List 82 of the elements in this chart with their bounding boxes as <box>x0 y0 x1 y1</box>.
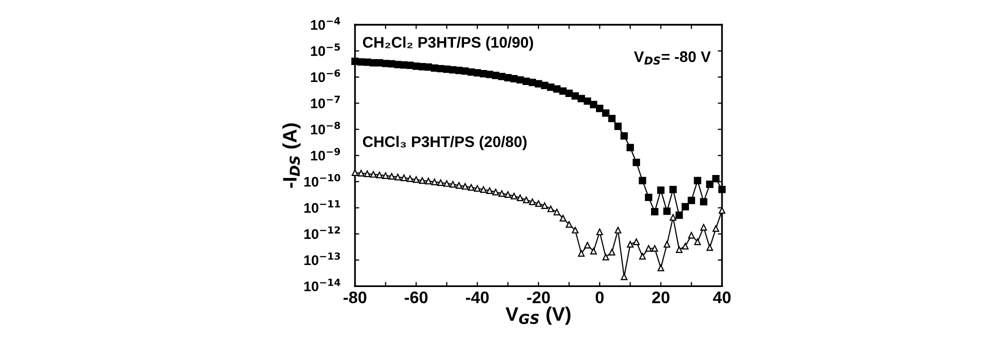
point <box>462 183 468 190</box>
point <box>547 206 554 212</box>
point <box>602 254 610 260</box>
y-tick-label: 10$^{−10}$ <box>304 174 340 187</box>
point <box>590 248 597 254</box>
y-tick-label: 10$^{−9}$ <box>311 148 340 161</box>
point <box>412 176 420 183</box>
y-tick-label: 10$^{−6}$ <box>311 69 340 82</box>
point <box>578 250 585 257</box>
y-tick-label: 10$^{−4}$ <box>311 17 340 30</box>
y-tick-label: 10$^{−13}$ <box>304 252 340 266</box>
point <box>566 221 572 228</box>
point <box>456 182 462 189</box>
point <box>541 202 548 210</box>
point <box>492 188 500 196</box>
point <box>382 172 389 179</box>
point <box>633 238 640 246</box>
point <box>388 172 396 180</box>
point <box>425 178 432 184</box>
y-tick-label: 10$^{−5}$ <box>311 43 340 56</box>
point <box>504 191 512 198</box>
y-tick-label: 10$^{−7}$ <box>311 96 340 108</box>
x-tick-label: -80 <box>344 292 366 304</box>
point <box>400 174 408 182</box>
x-tick-label: 40 <box>712 292 731 304</box>
point <box>639 252 646 260</box>
annotation: V$_{DS}$= -80 V <box>634 51 711 65</box>
point <box>688 232 695 239</box>
point <box>394 174 402 180</box>
point <box>682 242 689 250</box>
point <box>522 196 530 204</box>
x-tick-label: -60 <box>404 292 428 304</box>
point <box>418 177 426 184</box>
point <box>712 225 720 232</box>
point <box>370 171 377 178</box>
point <box>443 180 450 187</box>
point <box>535 200 542 207</box>
point <box>676 246 683 253</box>
point <box>450 180 456 188</box>
point <box>700 224 707 231</box>
point <box>620 273 628 280</box>
point <box>474 185 481 192</box>
point <box>510 192 518 200</box>
y-tick-label: 10$^{−12}$ <box>304 226 340 239</box>
point <box>358 170 364 177</box>
annotation: CH₂Cl₂ P3HT/PS (10/90) <box>362 36 534 51</box>
point <box>584 242 591 249</box>
x-tick-label: 20 <box>652 292 670 304</box>
x-axis-title: V$_{GS}$ (V) <box>506 306 570 325</box>
y-axis-title: -I$_{DS}$ (A) <box>282 123 301 188</box>
point <box>596 228 603 236</box>
y-tick-label: 10$^{−8}$ <box>311 122 340 134</box>
point <box>406 175 414 182</box>
annotation: CHCl₃ P3HT/PS (20/80) <box>362 136 527 150</box>
x-tick-label: 0 <box>596 292 604 304</box>
point <box>670 214 676 221</box>
point <box>437 179 444 186</box>
x-tick-label: -20 <box>527 292 550 304</box>
point <box>364 170 371 178</box>
point <box>486 187 493 194</box>
point <box>645 245 652 252</box>
point <box>529 198 536 206</box>
y-tick-label: 10$^{−14}$ <box>304 278 340 292</box>
point <box>560 214 566 222</box>
point <box>694 238 701 246</box>
point <box>376 172 383 178</box>
point <box>554 208 560 216</box>
point <box>572 226 579 234</box>
point <box>706 244 714 251</box>
point <box>664 240 670 248</box>
point <box>626 240 634 248</box>
y-tick-label: 10$^{−11}$ <box>304 200 340 213</box>
point <box>614 226 622 234</box>
point <box>658 264 664 272</box>
point <box>431 178 438 186</box>
point <box>480 186 487 193</box>
point <box>468 184 475 191</box>
point <box>651 245 658 252</box>
point <box>608 248 616 256</box>
x-tick-label: -40 <box>466 292 489 304</box>
point <box>516 194 524 202</box>
point <box>498 190 506 197</box>
